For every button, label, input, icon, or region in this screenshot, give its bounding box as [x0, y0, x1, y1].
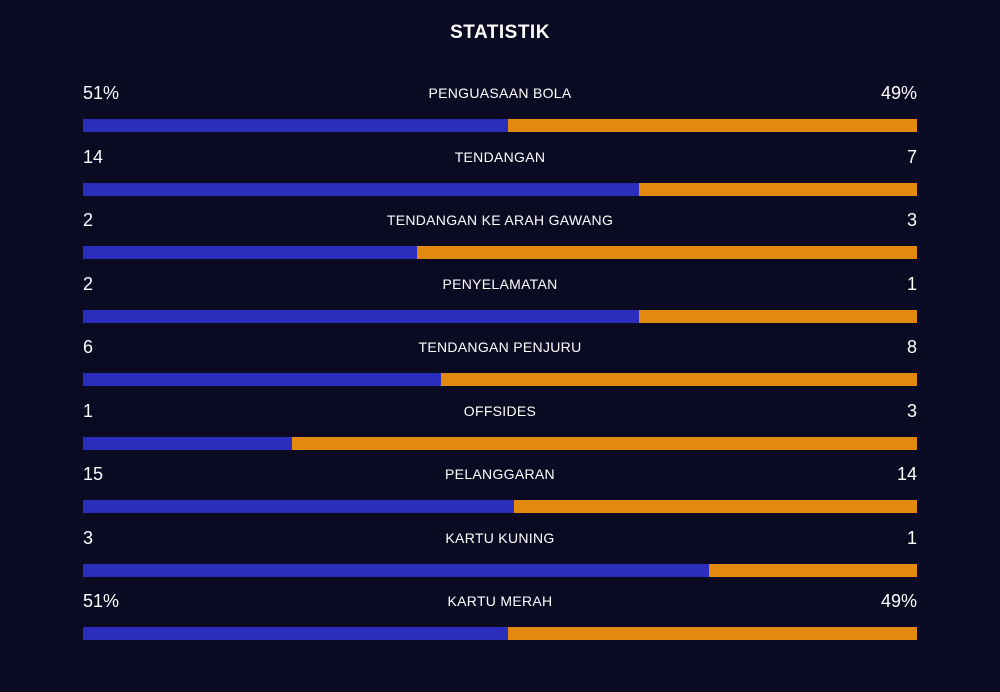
stat-row: 2 TENDANGAN KE ARAH GAWANG 3 — [83, 207, 917, 271]
comparison-bar — [83, 309, 917, 323]
stat-label: OFFSIDES — [463, 402, 537, 419]
away-value: 3 — [906, 210, 917, 230]
comparison-bar — [83, 627, 917, 640]
home-bar — [83, 246, 417, 259]
stat-label: PENYELAMATAN — [442, 275, 558, 292]
home-bar — [83, 373, 441, 386]
away-value: 49% — [880, 591, 917, 611]
away-value: 3 — [906, 400, 917, 421]
stat-label: TENDANGAN — [454, 148, 546, 165]
stat-row: 51% KARTU MERAH 49% — [83, 588, 917, 652]
stat-row: 51% PENGUASAAN BOLA 49% — [83, 80, 917, 144]
comparison-bar — [83, 436, 917, 450]
away-bar — [291, 436, 917, 450]
home-bar — [83, 119, 509, 132]
away-value: 1 — [906, 273, 917, 294]
away-bar — [639, 309, 917, 323]
away-bar — [508, 627, 917, 640]
away-value: 1 — [906, 527, 917, 548]
stats-list: 51% PENGUASAAN BOLA 49% 14 TENDANGAN 7 2… — [83, 80, 917, 652]
statistics-title: STATISTIK — [450, 22, 550, 43]
away-value: 49% — [880, 83, 917, 103]
stat-row: 14 TENDANGAN 7 — [83, 144, 917, 208]
stat-label: KARTU KUNING — [445, 529, 555, 546]
away-bar — [440, 373, 917, 386]
away-bar — [514, 500, 917, 513]
away-bar — [708, 563, 917, 577]
home-bar — [83, 182, 640, 196]
stat-row: 3 KARTU KUNING 1 — [83, 525, 917, 589]
home-value: 15 — [83, 464, 104, 484]
stat-row: 1 OFFSIDES 3 — [83, 398, 917, 462]
away-bar — [508, 119, 917, 132]
home-bar — [83, 627, 509, 640]
comparison-bar — [83, 119, 917, 132]
comparison-bar — [83, 246, 917, 259]
stat-row: 6 TENDANGAN PENJURU 8 — [83, 334, 917, 398]
home-value: 2 — [83, 273, 94, 294]
home-bar — [83, 309, 640, 323]
comparison-bar — [83, 563, 917, 577]
away-value: 14 — [896, 464, 917, 484]
stat-label: PENGUASAAN BOLA — [428, 85, 572, 101]
away-value: 7 — [906, 146, 917, 167]
stat-label: KARTU MERAH — [447, 593, 553, 609]
stat-label: PELANGGARAN — [445, 466, 555, 482]
home-value: 3 — [83, 527, 94, 548]
comparison-bar — [83, 373, 917, 386]
home-value: 14 — [83, 146, 104, 167]
home-value: 1 — [83, 400, 94, 421]
home-value: 51% — [83, 83, 120, 103]
away-bar — [639, 182, 917, 196]
home-value: 51% — [83, 591, 120, 611]
home-value: 2 — [83, 210, 94, 230]
stat-label: TENDANGAN PENJURU — [418, 339, 582, 355]
away-value: 8 — [906, 337, 917, 357]
home-bar — [83, 563, 709, 577]
stat-row: 15 PELANGGARAN 14 — [83, 461, 917, 525]
stat-row: 2 PENYELAMATAN 1 — [83, 271, 917, 335]
comparison-bar — [83, 500, 917, 513]
stat-label: TENDANGAN KE ARAH GAWANG — [386, 212, 614, 228]
away-bar — [416, 246, 917, 259]
home-value: 6 — [83, 337, 94, 357]
comparison-bar — [83, 182, 917, 196]
home-bar — [83, 436, 292, 450]
home-bar — [83, 500, 515, 513]
